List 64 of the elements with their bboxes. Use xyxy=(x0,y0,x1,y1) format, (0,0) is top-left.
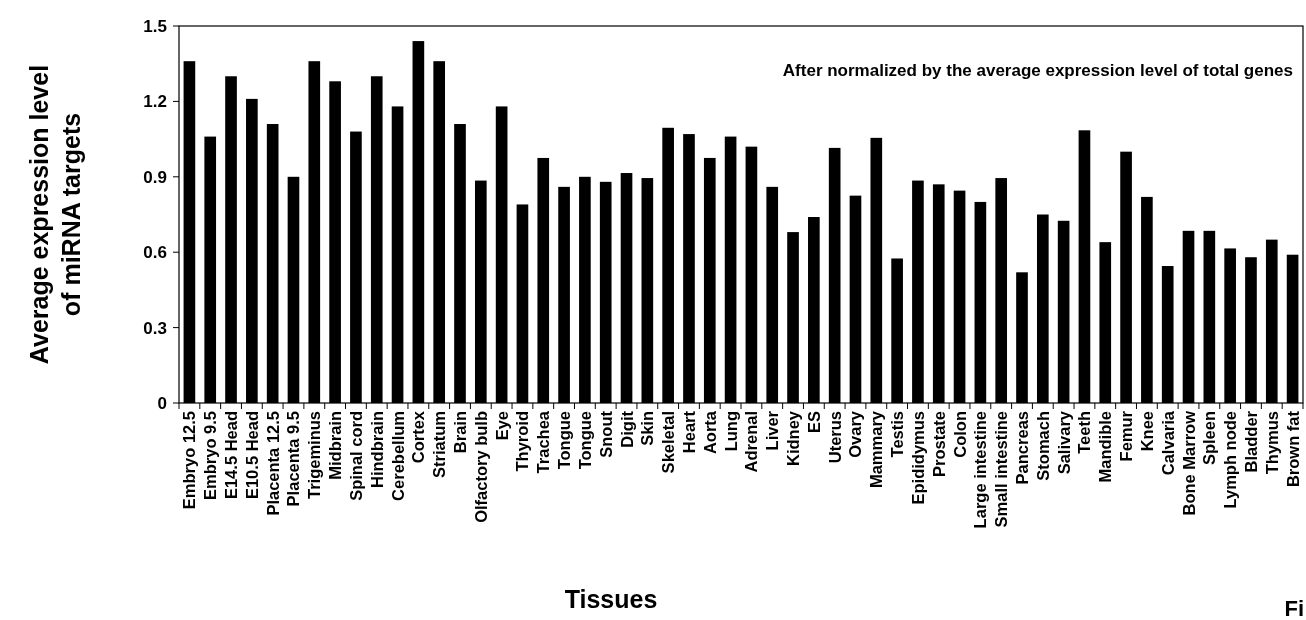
x-tick-label: E10.5 Head xyxy=(242,411,261,500)
x-tick-label: Tongue xyxy=(555,411,574,470)
x-tick-label: Brown fat xyxy=(1283,410,1302,488)
x-tick-label: Cerebellum xyxy=(388,411,407,501)
x-tick-label: Tongue xyxy=(575,411,594,470)
x-tick-label: Kidney xyxy=(784,410,803,467)
x-tick-label: Liver xyxy=(763,410,782,451)
x-tick-label: Stomach xyxy=(1033,411,1052,481)
x-tick-label: Trigeminus xyxy=(305,411,324,500)
x-tick-label: Thyroid xyxy=(513,411,532,472)
x-tick-label: Prostate xyxy=(929,411,948,478)
x-tick-label: Bone Marrow xyxy=(1179,410,1198,516)
x-tick-label: Testis xyxy=(888,411,907,458)
x-tick-label: Calvaria xyxy=(1158,410,1177,476)
x-tick-label: Epididymus xyxy=(908,411,927,505)
x-tick-label: Adrenal xyxy=(742,411,761,473)
y-tick-label: 1.2 xyxy=(143,92,167,112)
y-tick-label: 0.9 xyxy=(143,167,167,187)
x-tick-label: Digit xyxy=(617,410,636,448)
x-tick-label: Snout xyxy=(596,410,615,458)
x-tick-label: Cortex xyxy=(409,410,428,464)
y-tick-label: 1.5 xyxy=(143,16,167,36)
x-tick-label: Skin xyxy=(638,411,657,446)
x-tick-label: Midbrain xyxy=(326,411,345,480)
x-tick-label: Trachea xyxy=(534,410,553,474)
x-tick-label: Hindbrain xyxy=(367,411,386,488)
x-tick-label: Salivary xyxy=(1054,410,1073,475)
y-axis-title: Average expression level of miRNA targets xyxy=(25,64,85,365)
x-tick-label: Colon xyxy=(950,411,969,458)
y-tick-label: 0.3 xyxy=(143,318,167,338)
x-tick-label: Aorta xyxy=(700,410,719,455)
x-tick-label: Placenta 12.5 xyxy=(263,411,282,516)
x-tick-label: Pancreas xyxy=(1013,411,1031,485)
x-tick-label: Small intestine xyxy=(992,411,1011,528)
x-tick-label: Ovary xyxy=(846,410,865,458)
x-tick-label: Striatum xyxy=(430,411,449,478)
x-tick-label: Bladder xyxy=(1241,410,1260,473)
x-tick-label: Large intestine xyxy=(971,411,990,529)
x-tick-label: Lymph node xyxy=(1221,411,1240,509)
y-tick-label: 0 xyxy=(157,393,167,413)
x-tick-label: Mammary xyxy=(867,410,886,489)
x-tick-label: Lung xyxy=(721,411,740,452)
x-tick-label: Skeletal xyxy=(659,411,678,474)
x-tick-label: Uterus xyxy=(825,411,844,464)
x-tick-label: Embryo 12.5 xyxy=(180,411,199,510)
x-tick-label: ES xyxy=(804,411,823,434)
x-tick-label: Eye xyxy=(492,411,511,441)
x-tick-label: E14.5 Head xyxy=(222,411,241,500)
x-tick-label: Placenta 9.5 xyxy=(284,411,303,507)
x-tick-label: Embryo 9.5 xyxy=(201,411,220,500)
x-tick-label: Brain xyxy=(451,411,469,454)
x-tick-label: Teeth xyxy=(1075,411,1094,454)
x-tick-label: Heart xyxy=(679,410,698,454)
x-tick-label: Knee xyxy=(1137,411,1156,452)
x-tick-label: Spleen xyxy=(1200,411,1219,466)
annotation: After normalized by the average expression level of total genes xyxy=(782,61,1293,80)
x-tick-label: Thymus xyxy=(1262,411,1281,475)
x-axis-title: Tissues xyxy=(564,585,658,613)
x-tick-label: Olfactory bulb xyxy=(471,411,490,523)
x-tick-label: Femur xyxy=(1117,410,1136,462)
y-tick-label: 0.6 xyxy=(143,243,167,263)
x-tick-label: Mandible xyxy=(1096,411,1115,483)
x-tick-label: Spinal cord xyxy=(346,411,365,501)
text: Fi xyxy=(1284,596,1304,620)
